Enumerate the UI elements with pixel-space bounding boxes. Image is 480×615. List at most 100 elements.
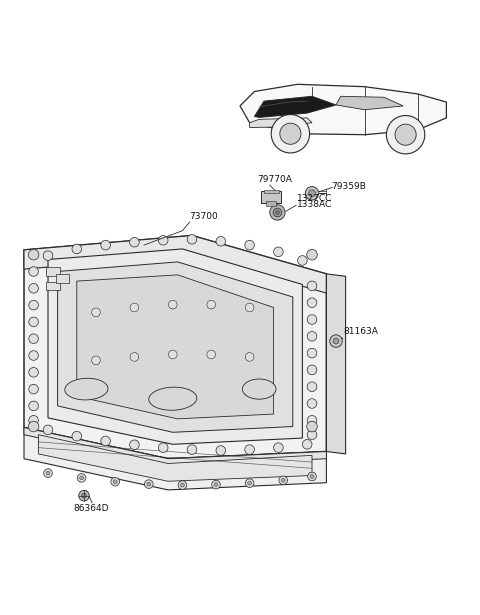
Text: 1327CC: 1327CC	[297, 194, 332, 203]
Circle shape	[28, 421, 39, 432]
Circle shape	[168, 350, 177, 359]
Circle shape	[245, 445, 254, 454]
Polygon shape	[24, 427, 326, 490]
Polygon shape	[58, 262, 293, 432]
Circle shape	[72, 244, 82, 254]
Text: 81163A: 81163A	[343, 327, 378, 336]
Circle shape	[82, 493, 86, 498]
Polygon shape	[48, 249, 302, 444]
Circle shape	[180, 483, 184, 487]
Circle shape	[216, 236, 226, 246]
Circle shape	[147, 482, 151, 486]
Circle shape	[29, 267, 38, 276]
Circle shape	[307, 430, 317, 440]
Circle shape	[130, 303, 139, 312]
Circle shape	[101, 436, 110, 446]
Circle shape	[333, 338, 339, 344]
Circle shape	[271, 114, 310, 153]
Polygon shape	[24, 427, 326, 466]
Circle shape	[248, 482, 252, 485]
Circle shape	[101, 240, 110, 250]
Text: 79770A: 79770A	[257, 175, 292, 184]
Circle shape	[280, 123, 301, 145]
Circle shape	[216, 446, 226, 455]
Circle shape	[245, 479, 254, 488]
Ellipse shape	[149, 387, 197, 410]
Circle shape	[298, 256, 307, 265]
Circle shape	[28, 250, 39, 260]
Circle shape	[29, 300, 38, 310]
Circle shape	[29, 401, 38, 411]
Circle shape	[307, 348, 317, 358]
Circle shape	[245, 352, 254, 361]
Circle shape	[187, 234, 197, 244]
Circle shape	[207, 350, 216, 359]
Circle shape	[281, 478, 285, 482]
Polygon shape	[250, 118, 312, 127]
Circle shape	[29, 317, 38, 327]
Circle shape	[307, 281, 317, 291]
Circle shape	[43, 425, 53, 435]
Circle shape	[307, 315, 317, 324]
Text: 79359B: 79359B	[331, 182, 366, 191]
Circle shape	[207, 300, 216, 309]
Polygon shape	[24, 236, 326, 459]
Bar	[264, 191, 279, 193]
Circle shape	[212, 480, 220, 489]
Circle shape	[80, 476, 84, 480]
Circle shape	[274, 247, 283, 256]
Circle shape	[308, 472, 316, 481]
Circle shape	[44, 469, 52, 477]
Circle shape	[178, 481, 187, 490]
Circle shape	[386, 116, 425, 154]
Circle shape	[245, 240, 254, 250]
Bar	[56, 274, 69, 283]
Text: 1338AC: 1338AC	[297, 200, 332, 209]
Circle shape	[29, 416, 38, 425]
Circle shape	[29, 284, 38, 293]
Polygon shape	[240, 84, 446, 135]
Bar	[261, 191, 281, 203]
Circle shape	[144, 480, 153, 488]
Circle shape	[79, 490, 89, 501]
Circle shape	[29, 334, 38, 344]
Circle shape	[43, 251, 53, 261]
Circle shape	[305, 186, 319, 200]
Circle shape	[310, 475, 314, 478]
Polygon shape	[77, 275, 274, 419]
Bar	[46, 267, 60, 276]
Ellipse shape	[242, 379, 276, 399]
Circle shape	[274, 443, 283, 453]
Circle shape	[77, 474, 86, 482]
Polygon shape	[254, 97, 336, 117]
Circle shape	[307, 250, 317, 260]
Circle shape	[307, 421, 317, 432]
Circle shape	[214, 483, 218, 486]
Circle shape	[158, 443, 168, 453]
Circle shape	[92, 308, 100, 317]
Circle shape	[307, 331, 317, 341]
Circle shape	[330, 335, 342, 347]
Polygon shape	[326, 274, 346, 454]
Circle shape	[168, 300, 177, 309]
Text: 73700: 73700	[190, 212, 218, 221]
Circle shape	[29, 368, 38, 377]
Polygon shape	[336, 97, 403, 109]
Circle shape	[72, 431, 82, 441]
Circle shape	[276, 210, 279, 215]
Circle shape	[29, 351, 38, 360]
Circle shape	[111, 477, 120, 486]
Circle shape	[245, 303, 254, 312]
Circle shape	[307, 298, 317, 308]
Circle shape	[395, 124, 416, 145]
Circle shape	[130, 237, 139, 247]
Polygon shape	[38, 435, 312, 482]
Circle shape	[187, 445, 197, 454]
Polygon shape	[24, 236, 326, 293]
Circle shape	[307, 382, 317, 392]
Circle shape	[158, 236, 168, 245]
Circle shape	[29, 384, 38, 394]
Circle shape	[46, 471, 50, 475]
Circle shape	[307, 416, 317, 425]
Circle shape	[302, 440, 312, 449]
